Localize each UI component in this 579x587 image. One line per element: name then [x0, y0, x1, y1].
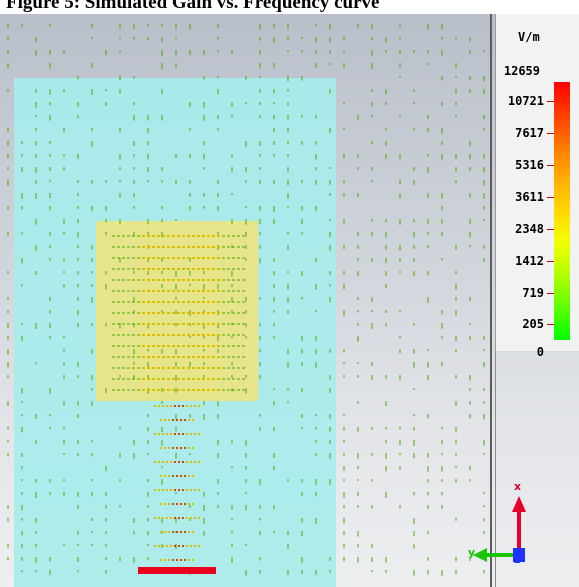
x-axis-arrowhead: [512, 496, 526, 512]
legend-value: 10721: [507, 94, 544, 108]
legend-tick: [547, 261, 554, 262]
legend-value: 205: [522, 317, 544, 331]
legend-color-bar: [554, 82, 570, 340]
x-axis-label: x: [514, 480, 522, 493]
legend-value: 12659: [503, 64, 540, 78]
color-legend-panel: V/m 12659 10721 7617 5316 3611 2348 1412 719 205…: [495, 14, 579, 359]
e-field-scene: [7, 24, 485, 587]
z-axis-label: z: [514, 553, 521, 566]
legend-tick: [547, 293, 554, 294]
simulation-viewport[interactable]: [0, 14, 579, 587]
field-arrows: [7, 24, 485, 576]
legend-tick: [547, 133, 554, 134]
legend-value: 2348: [515, 222, 544, 236]
radiating-patch: [96, 221, 258, 401]
y-axis-arrowhead: [473, 548, 487, 562]
legend-unit-label: V/m: [518, 30, 540, 44]
legend-tick: [547, 165, 554, 166]
legend-tick: [547, 101, 554, 102]
legend-tick: [547, 197, 554, 198]
legend-value: 1412: [515, 254, 544, 268]
legend-value: 7617: [515, 126, 544, 140]
axis-triad: [473, 496, 526, 562]
legend-tick: [547, 324, 554, 325]
y-axis-label: y: [468, 546, 476, 559]
legend-value: 3611: [515, 190, 544, 204]
figure-caption: Figure 5: Simulated Gain vs. Frequency c…: [6, 0, 380, 13]
panel-divider-left: [490, 14, 492, 587]
legend-value: 719: [522, 286, 544, 300]
z-axis-marker: [513, 548, 525, 562]
legend-tick: [547, 229, 554, 230]
feed-line: [138, 567, 216, 574]
legend-value: 0: [536, 345, 544, 359]
legend-value: 5316: [515, 158, 544, 172]
